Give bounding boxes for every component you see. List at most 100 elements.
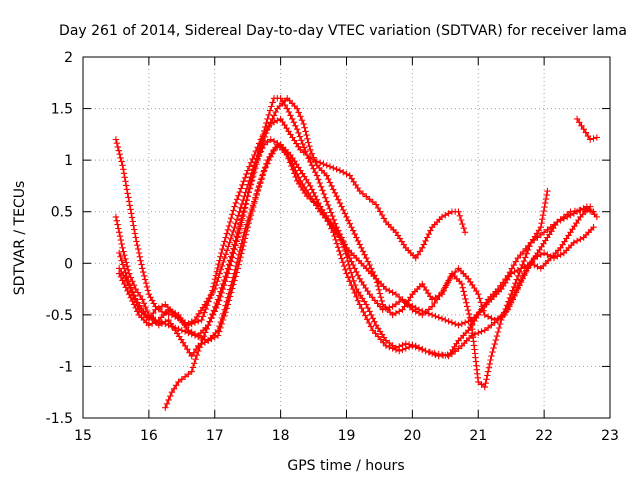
data-point bbox=[195, 318, 202, 325]
data-point bbox=[263, 129, 270, 137]
data-point bbox=[125, 282, 133, 289]
data-point bbox=[254, 156, 261, 164]
data-point bbox=[372, 275, 380, 282]
data-point bbox=[468, 332, 475, 339]
data-point bbox=[122, 178, 129, 185]
data-point bbox=[359, 248, 367, 255]
data-point bbox=[508, 270, 515, 277]
data-point bbox=[448, 350, 456, 358]
data-point bbox=[235, 212, 242, 219]
data-point bbox=[241, 174, 249, 181]
data-point bbox=[425, 230, 432, 238]
data-point bbox=[523, 250, 530, 257]
data-point bbox=[593, 134, 601, 141]
data-point bbox=[121, 174, 128, 181]
data-point bbox=[248, 177, 256, 184]
data-point bbox=[292, 173, 299, 181]
data-point bbox=[573, 115, 581, 123]
data-point bbox=[475, 329, 482, 337]
data-point bbox=[141, 276, 149, 283]
data-point bbox=[378, 297, 385, 305]
data-point bbox=[220, 242, 227, 249]
data-point bbox=[252, 165, 259, 172]
data-point bbox=[116, 233, 124, 240]
data-point bbox=[466, 314, 474, 321]
data-point bbox=[129, 278, 136, 285]
data-point bbox=[119, 162, 126, 169]
data-point bbox=[435, 352, 442, 360]
data-point bbox=[386, 343, 393, 351]
data-point bbox=[237, 185, 245, 192]
data-point bbox=[259, 141, 266, 148]
data-point bbox=[365, 319, 373, 327]
data-point bbox=[293, 126, 301, 133]
y-tick-label: 0.5 bbox=[51, 205, 73, 221]
data-point bbox=[412, 343, 419, 351]
data-point bbox=[123, 259, 130, 266]
data-point bbox=[477, 299, 485, 306]
data-point bbox=[149, 315, 156, 322]
data-point bbox=[270, 138, 278, 145]
series-track-7 bbox=[573, 115, 601, 143]
data-point bbox=[325, 175, 332, 183]
data-point bbox=[292, 122, 299, 129]
data-point bbox=[145, 322, 153, 329]
data-point bbox=[512, 258, 519, 265]
data-point bbox=[127, 285, 134, 293]
data-point bbox=[217, 253, 224, 260]
data-point bbox=[341, 241, 349, 248]
data-point bbox=[243, 227, 250, 235]
data-point bbox=[268, 103, 275, 110]
data-point bbox=[218, 320, 225, 328]
data-point bbox=[517, 265, 525, 272]
data-point bbox=[208, 335, 215, 343]
data-point bbox=[445, 210, 452, 217]
data-point bbox=[336, 167, 344, 174]
data-point bbox=[338, 234, 345, 241]
data-point bbox=[221, 238, 228, 245]
data-point bbox=[228, 231, 236, 239]
data-point bbox=[323, 198, 330, 205]
data-point bbox=[460, 225, 467, 232]
data-point bbox=[289, 166, 297, 173]
data-point bbox=[233, 216, 241, 223]
data-point bbox=[351, 289, 358, 297]
data-point bbox=[376, 208, 384, 215]
data-point bbox=[557, 217, 564, 224]
data-point bbox=[269, 115, 276, 123]
series-layer bbox=[112, 95, 601, 411]
data-point bbox=[331, 189, 339, 196]
axis-ticks bbox=[82, 56, 611, 419]
data-point bbox=[127, 206, 134, 213]
data-point bbox=[307, 146, 314, 153]
data-point bbox=[335, 227, 342, 234]
data-point bbox=[339, 259, 347, 266]
y-tick-label: 0 bbox=[64, 256, 73, 272]
data-point bbox=[188, 368, 195, 375]
data-point bbox=[378, 211, 386, 219]
data-point bbox=[310, 154, 317, 161]
data-point bbox=[213, 299, 220, 307]
data-point bbox=[123, 182, 130, 189]
data-point bbox=[459, 284, 466, 291]
data-point bbox=[308, 186, 316, 193]
data-point bbox=[420, 241, 428, 248]
data-point bbox=[336, 230, 344, 238]
data-point bbox=[231, 224, 238, 231]
series-line bbox=[118, 97, 591, 337]
data-point bbox=[219, 280, 227, 288]
data-point bbox=[353, 234, 360, 241]
data-point bbox=[435, 314, 442, 321]
data-point bbox=[534, 263, 541, 270]
data-point bbox=[452, 268, 459, 276]
data-point bbox=[354, 297, 362, 304]
data-point bbox=[405, 343, 413, 351]
data-point bbox=[214, 296, 222, 303]
data-point bbox=[303, 193, 311, 200]
data-point bbox=[118, 240, 125, 248]
data-point bbox=[239, 246, 246, 253]
data-point bbox=[481, 311, 488, 319]
data-point bbox=[317, 183, 325, 190]
data-point bbox=[297, 146, 304, 153]
data-point bbox=[465, 310, 473, 318]
